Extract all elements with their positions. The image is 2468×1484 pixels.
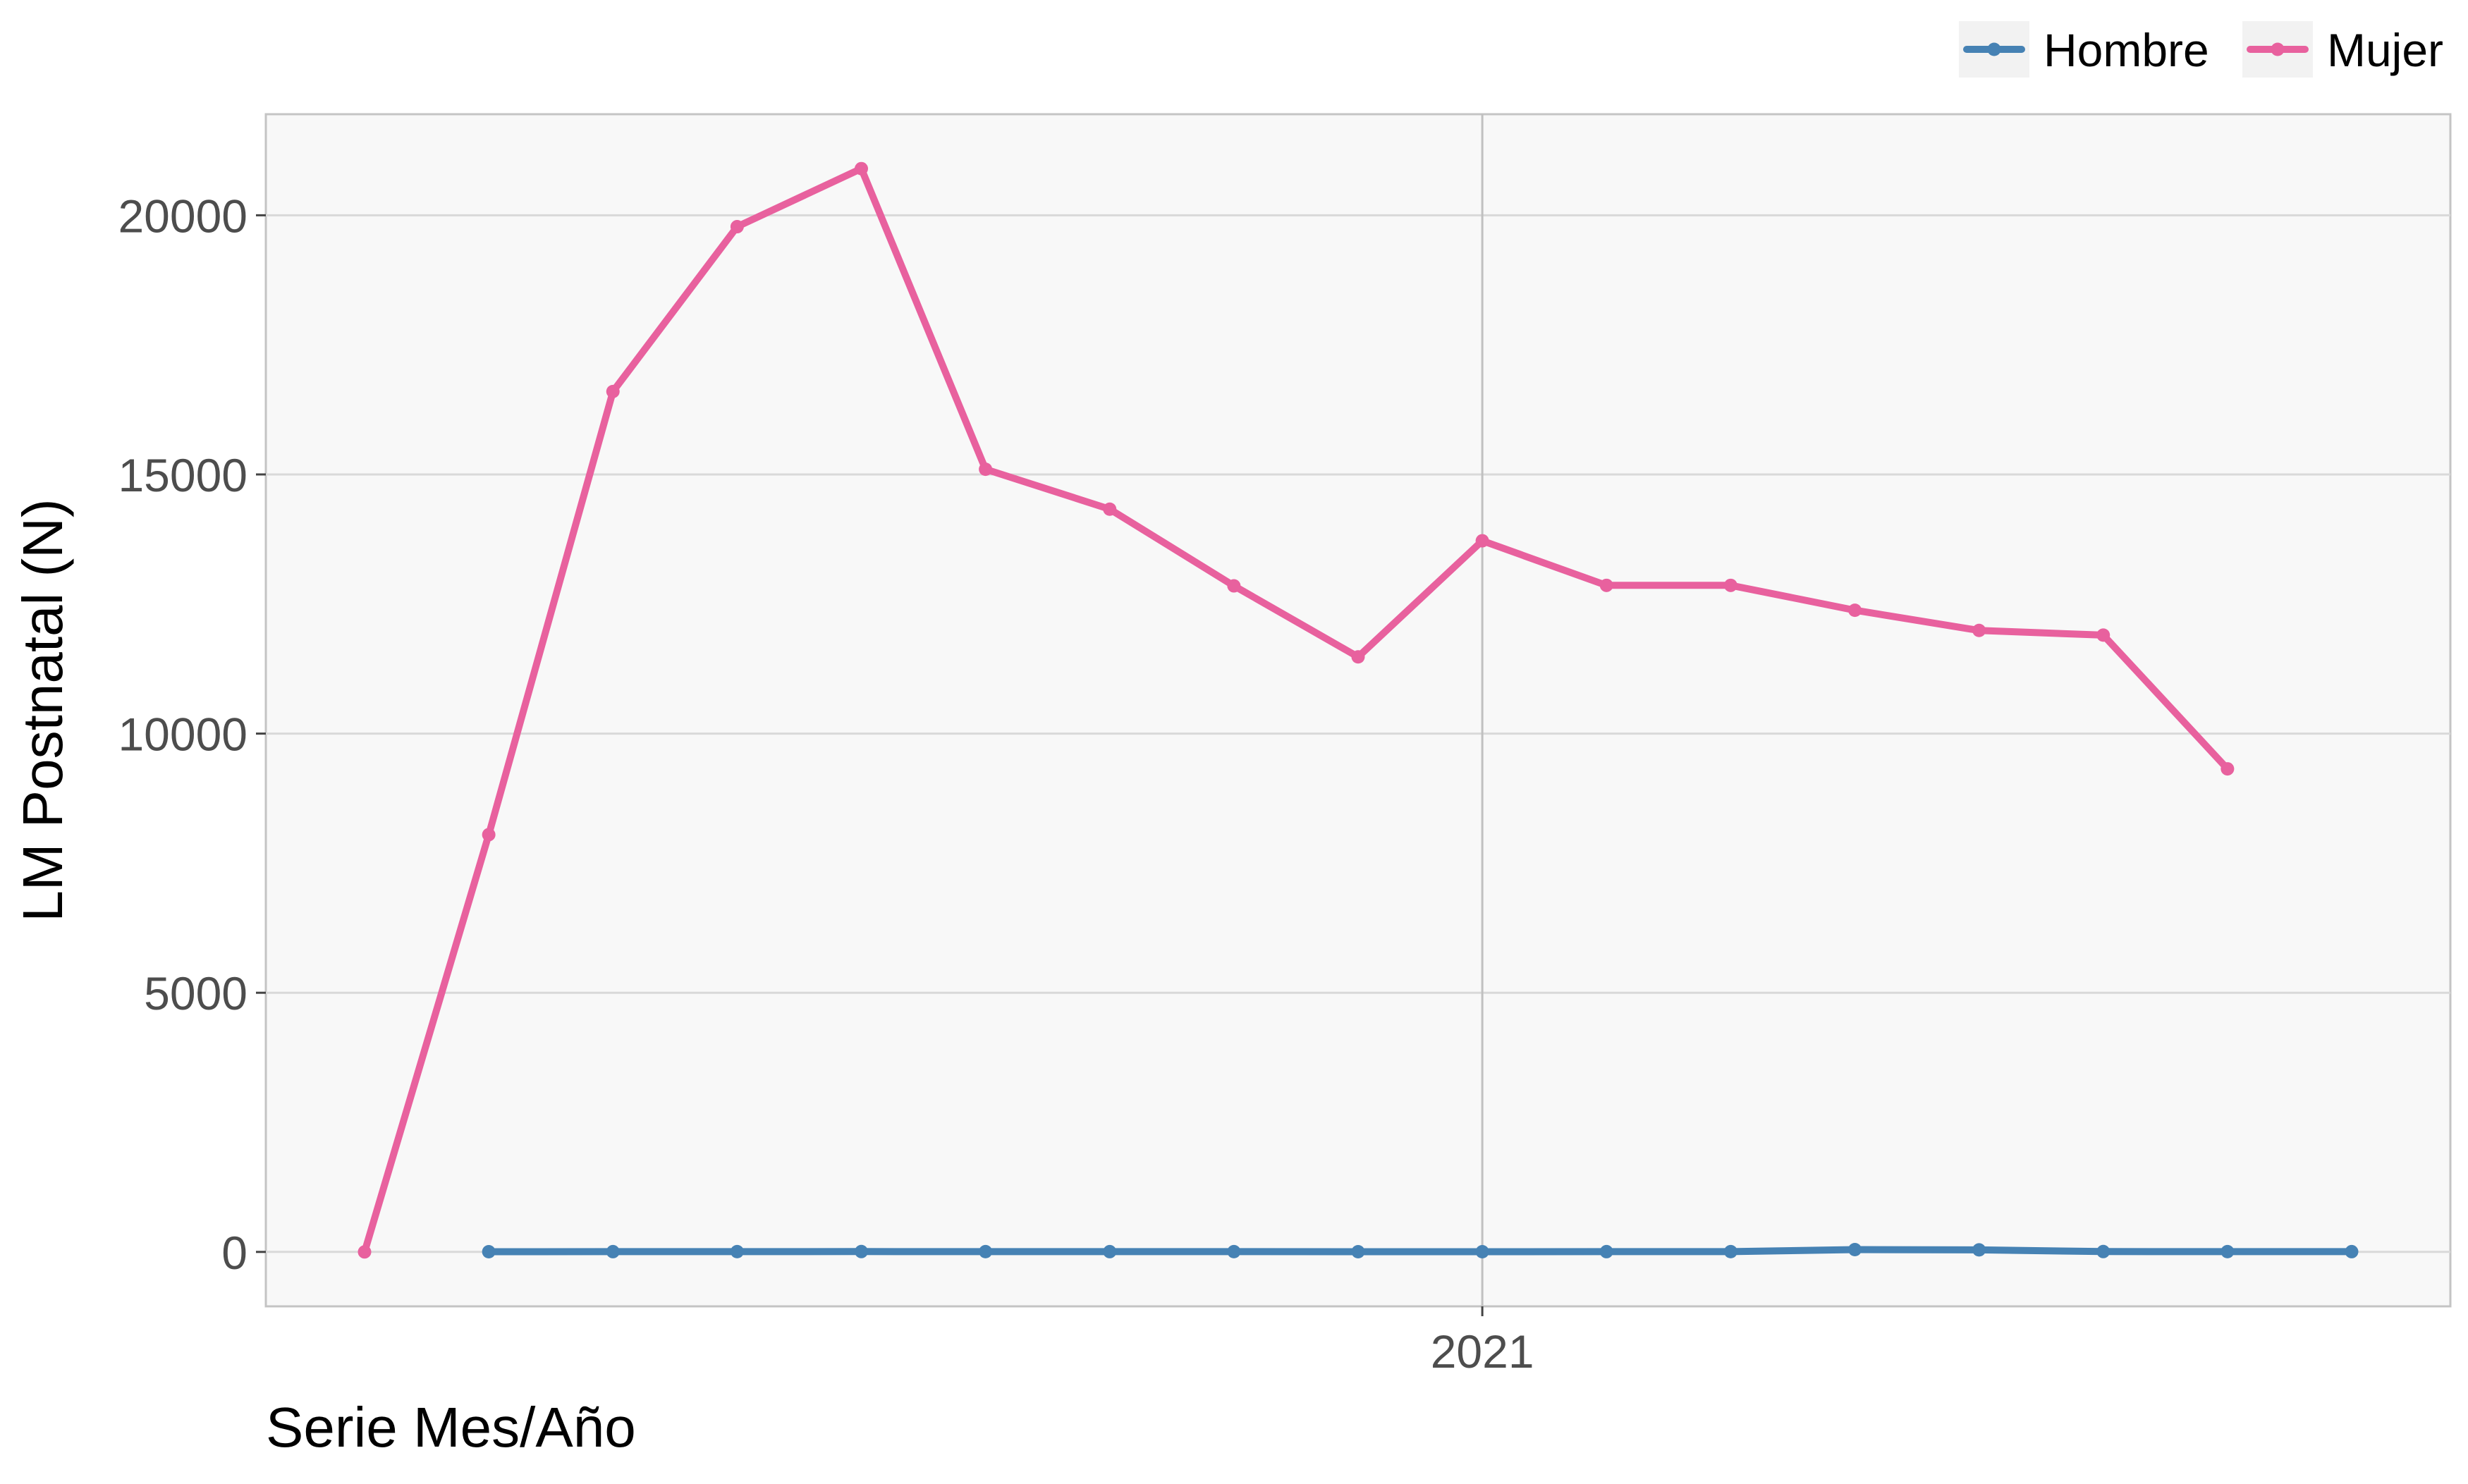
- data-point-mujer: [1103, 502, 1117, 516]
- data-point-hombre: [2096, 1244, 2110, 1258]
- data-point-mujer: [2220, 762, 2235, 776]
- series-layer: [358, 161, 2359, 1259]
- series-line-mujer: [361, 165, 2231, 1256]
- data-point-mujer: [1599, 578, 1613, 592]
- legend: Hombre Mujer: [1959, 21, 2443, 78]
- data-point-mujer: [1351, 650, 1365, 664]
- data-point-mujer: [482, 828, 496, 842]
- data-point-hombre: [1972, 1243, 1986, 1257]
- y-tick-label: 10000: [118, 709, 248, 761]
- data-point-mujer: [979, 462, 993, 477]
- y-tick-label: 5000: [144, 967, 248, 1019]
- data-point-hombre: [606, 1244, 620, 1258]
- data-point-mujer: [1475, 534, 1489, 548]
- plot-panel: [264, 113, 2452, 1308]
- data-point-mujer: [2096, 628, 2110, 642]
- data-point-mujer: [855, 161, 868, 176]
- legend-label: Hombre: [2044, 24, 2209, 76]
- series-line-hombre: [485, 1246, 2355, 1256]
- data-point-mujer: [1848, 603, 1862, 618]
- x-axis-title: Serie Mes/Año: [266, 1396, 636, 1459]
- y-tick-label: 0: [221, 1227, 248, 1279]
- axes: 0 5000 10000 15000 20000 2021 Serie Mes/Año LM …: [11, 190, 1534, 1459]
- data-point-hombre: [1351, 1245, 1365, 1259]
- y-tick-label: 15000: [118, 449, 248, 501]
- data-point-mujer: [1723, 578, 1737, 592]
- series-mujer: [358, 161, 2235, 1259]
- data-point-mujer: [606, 384, 620, 398]
- legend-key-point: [2271, 42, 2285, 56]
- data-point-hombre: [979, 1244, 993, 1258]
- data-point-hombre: [1723, 1244, 1737, 1258]
- data-point-mujer: [1972, 623, 1986, 637]
- x-tick-label: 2021: [1431, 1325, 1534, 1378]
- plot-panel-background: [264, 113, 2452, 1308]
- data-point-hombre: [482, 1245, 496, 1259]
- data-point-hombre: [1103, 1244, 1117, 1258]
- data-point-hombre: [1848, 1242, 1862, 1256]
- data-point-hombre: [2220, 1244, 2235, 1258]
- series-hombre: [482, 1242, 2359, 1259]
- data-point-hombre: [1475, 1245, 1489, 1259]
- legend-item-mujer: Mujer: [2242, 21, 2443, 78]
- data-point-mujer: [358, 1245, 372, 1259]
- data-point-hombre: [1599, 1244, 1613, 1258]
- data-point-hombre: [730, 1244, 744, 1258]
- legend-key-point: [1987, 42, 2001, 56]
- data-point-mujer: [730, 220, 744, 234]
- y-axis-title: LM Postnatal (N): [11, 498, 74, 921]
- data-point-hombre: [855, 1244, 868, 1258]
- data-point-hombre: [1227, 1244, 1241, 1258]
- data-point-hombre: [2345, 1244, 2359, 1258]
- data-point-mujer: [1227, 579, 1241, 593]
- y-tick-label: 20000: [118, 190, 248, 242]
- legend-item-hombre: Hombre: [1959, 21, 2209, 78]
- legend-label: Mujer: [2327, 24, 2443, 76]
